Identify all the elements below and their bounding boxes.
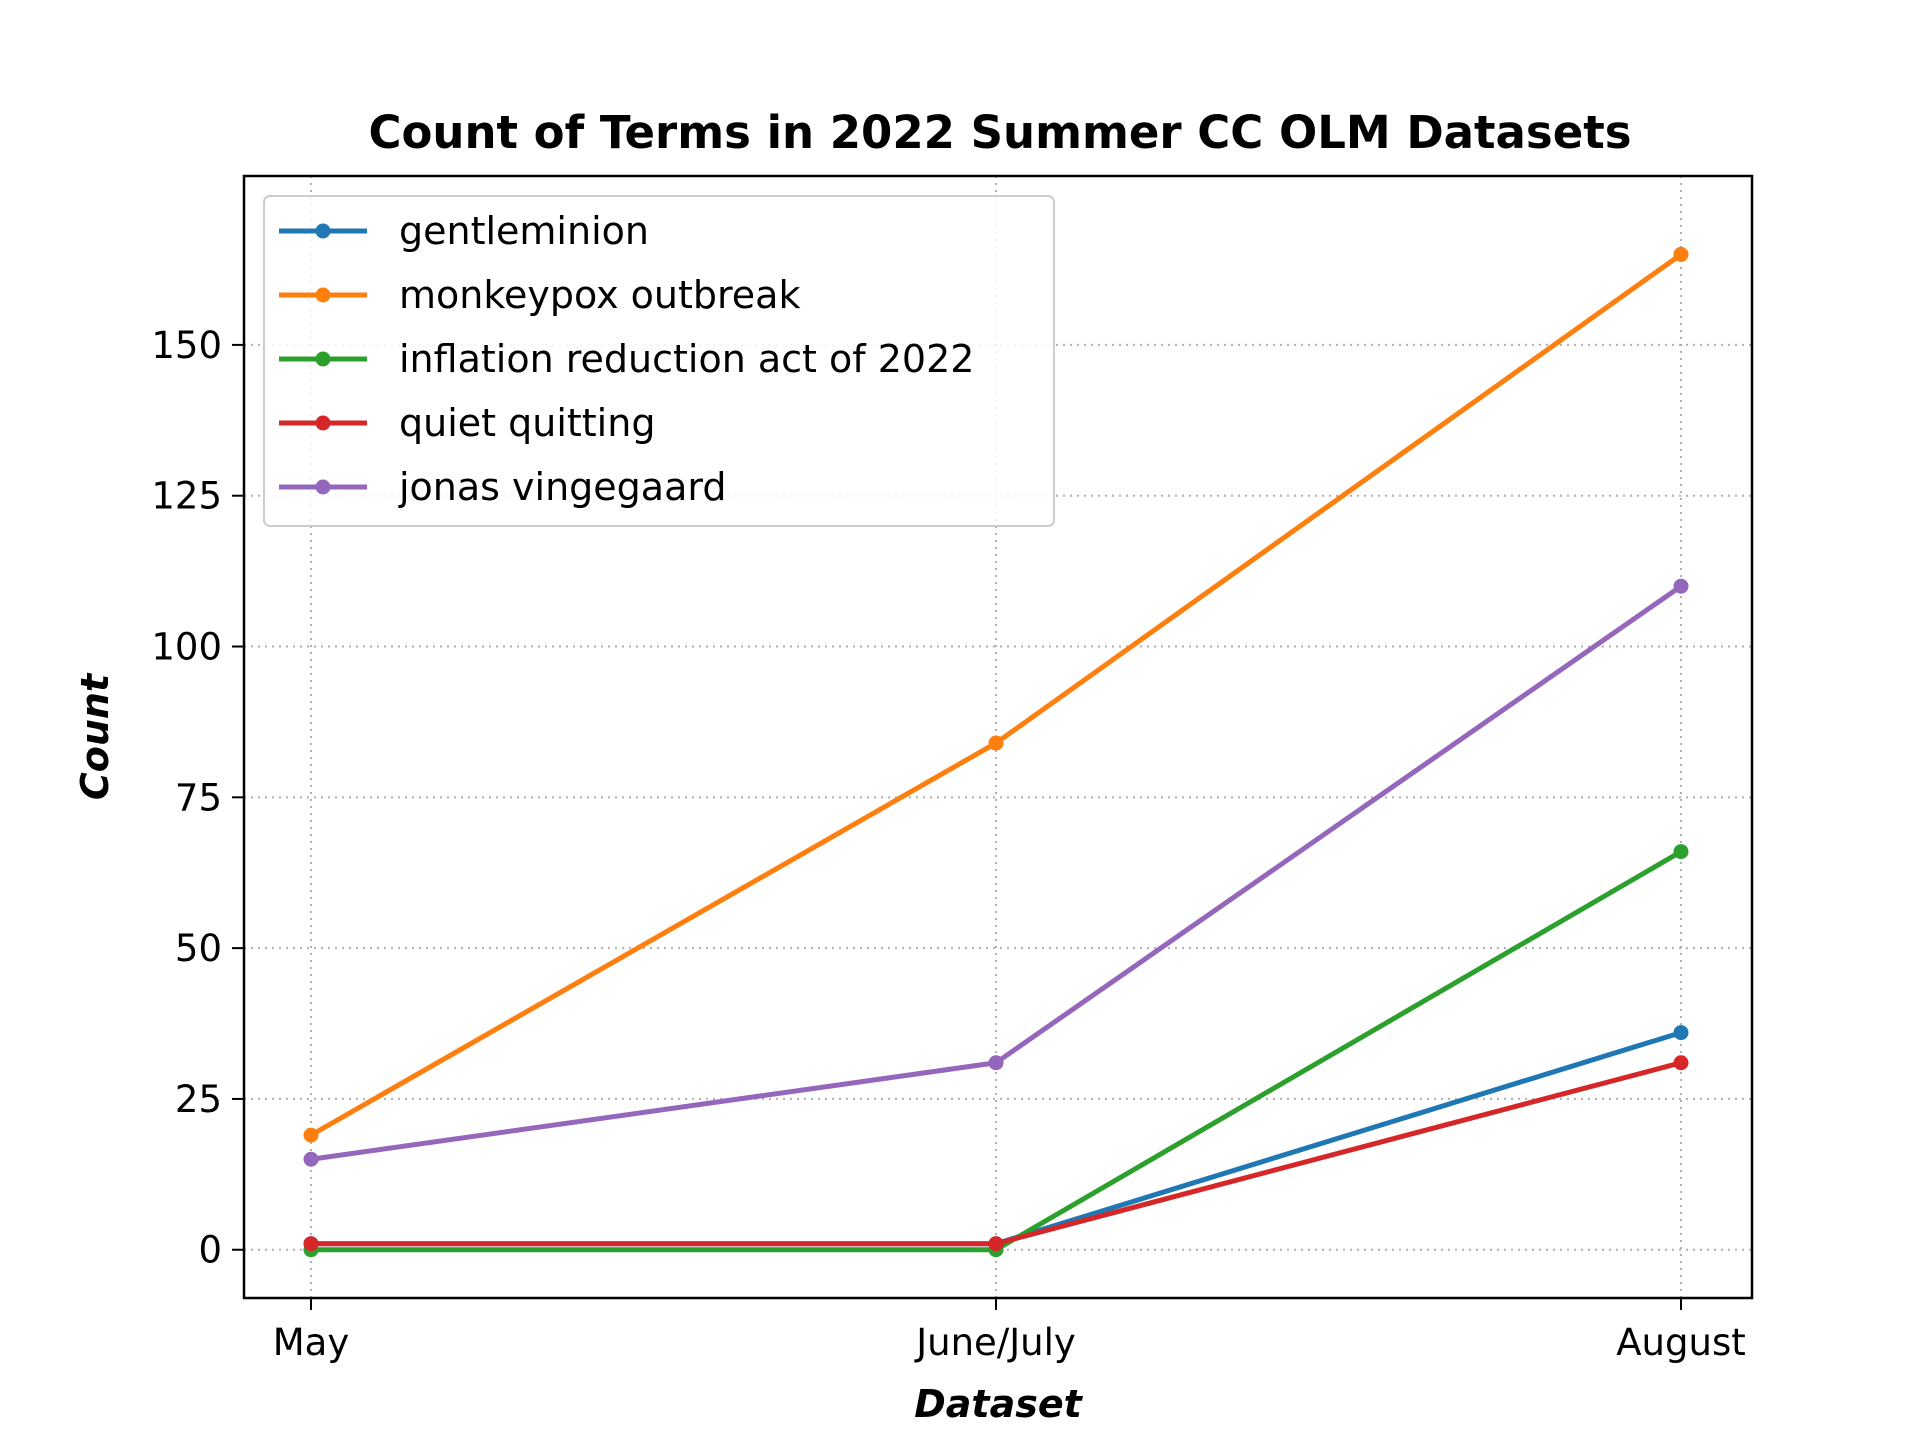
legend-label: inflation reduction act of 2022 — [399, 337, 974, 381]
data-point — [1673, 246, 1689, 262]
legend-label: quiet quitting — [399, 401, 655, 445]
y-tick-label: 25 — [175, 1078, 222, 1121]
legend-marker — [315, 415, 331, 431]
data-point — [1673, 1055, 1689, 1071]
data-point — [988, 1055, 1004, 1071]
legend-label: jonas vingegaard — [398, 465, 726, 509]
x-tick-label: June/July — [914, 1321, 1076, 1364]
plot-frame — [242, 174, 1754, 1300]
legend-box — [263, 195, 1055, 527]
legend-marker — [315, 223, 331, 239]
data-point — [303, 1236, 319, 1252]
x-tick-label: August — [1616, 1321, 1745, 1364]
x-axis-label: Dataset — [914, 1382, 1083, 1426]
legend-label: gentleminion — [399, 209, 649, 253]
y-axis-label: Count — [73, 672, 117, 800]
data-point — [303, 1127, 319, 1143]
y-tick-label: 150 — [151, 324, 222, 367]
chart-title: Count of Terms in 2022 Summer CC OLM Dat… — [368, 106, 1631, 159]
legend: gentleminion monkeypox outbreak inflation … — [263, 195, 1055, 527]
legend-marker — [315, 351, 331, 367]
y-tick-label: 0 — [198, 1229, 222, 1272]
axis-ticks: May June/July August 0 25 50 75 100 125 150 — [151, 324, 1745, 1364]
data-point — [1673, 1025, 1689, 1041]
data-point — [988, 735, 1004, 751]
series-group — [303, 246, 1689, 1258]
legend-marker — [315, 479, 331, 495]
x-tick-label: May — [273, 1321, 350, 1364]
data-point — [1673, 844, 1689, 860]
y-tick-label: 75 — [175, 776, 222, 819]
data-point — [1673, 578, 1689, 594]
legend-marker — [315, 287, 331, 303]
y-tick-label: 125 — [151, 475, 222, 518]
data-point — [303, 1151, 319, 1167]
y-tick-label: 50 — [175, 927, 222, 970]
y-tick-label: 100 — [151, 626, 222, 669]
legend-label: monkeypox outbreak — [399, 273, 800, 317]
data-point — [988, 1236, 1004, 1252]
